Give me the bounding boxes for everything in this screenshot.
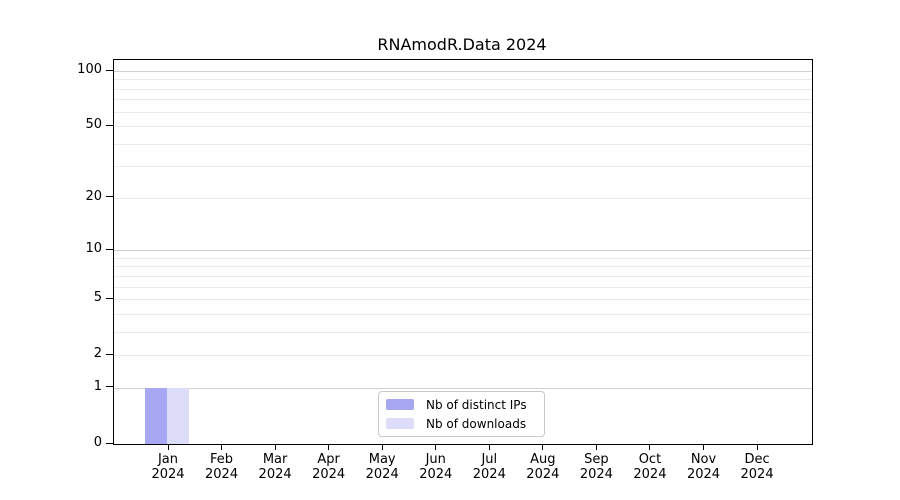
y-tick-label: 100 xyxy=(77,62,102,77)
gridline-minor xyxy=(114,166,812,168)
plot-area xyxy=(113,59,813,445)
gridline-major xyxy=(114,250,812,252)
x-tick-year: 2024 xyxy=(472,467,506,482)
x-tick-month: Mar xyxy=(262,452,288,467)
gridline-major xyxy=(114,71,812,72)
x-tick xyxy=(381,444,383,450)
x-tick-label: May 2024 xyxy=(354,452,410,482)
y-tick xyxy=(106,386,113,388)
legend-swatch xyxy=(386,399,414,410)
x-tick-year: 2024 xyxy=(419,467,453,482)
x-tick-month: Jan xyxy=(157,452,179,467)
legend: Nb of distinct IPs Nb of downloads xyxy=(378,391,545,437)
gridline-minor xyxy=(114,299,812,301)
x-tick-label: Mar 2024 xyxy=(247,452,303,482)
x-tick-month: Dec xyxy=(744,452,770,467)
x-tick-year: 2024 xyxy=(579,467,613,482)
x-tick xyxy=(595,444,597,450)
y-tick xyxy=(106,69,113,71)
bar-nb-of-downloads xyxy=(167,387,189,444)
x-tick-month: Jun xyxy=(425,452,446,467)
x-tick-month: Sep xyxy=(584,452,609,467)
y-tick xyxy=(106,442,113,444)
x-tick-label: Jun 2024 xyxy=(408,452,464,482)
y-tick-label: 1 xyxy=(93,378,102,394)
y-tick xyxy=(106,297,113,299)
x-tick-month: May xyxy=(368,452,396,467)
legend-item: Nb of downloads xyxy=(386,416,544,432)
bar-nb-of-distinct-ips xyxy=(145,387,167,444)
gridline-minor xyxy=(114,126,812,128)
x-tick xyxy=(328,444,330,450)
y-tick xyxy=(106,196,113,198)
x-tick-month: Jul xyxy=(481,452,498,467)
x-tick-year: 2024 xyxy=(526,467,560,482)
x-tick xyxy=(274,444,276,450)
x-tick-year: 2024 xyxy=(740,467,774,482)
x-tick-year: 2024 xyxy=(258,467,292,482)
y-tick-label: 5 xyxy=(93,290,102,306)
y-tick-label: 20 xyxy=(85,188,102,204)
x-tick-label: Aug 2024 xyxy=(515,452,571,482)
legend-label: Nb of downloads xyxy=(426,416,527,431)
gridline-minor xyxy=(114,313,812,315)
chart-title: RNAmodR.Data 2024 xyxy=(377,35,547,54)
x-tick-label: Apr 2024 xyxy=(301,452,357,482)
x-tick-label: Jul 2024 xyxy=(461,452,517,482)
x-tick-month: Aug xyxy=(530,452,556,467)
x-tick xyxy=(488,444,490,450)
x-tick xyxy=(756,444,758,450)
x-tick xyxy=(221,444,223,450)
x-tick xyxy=(542,444,544,450)
gridline-minor xyxy=(114,197,812,199)
x-tick xyxy=(435,444,437,450)
x-tick xyxy=(167,444,169,450)
gridline-minor xyxy=(114,355,812,357)
x-tick xyxy=(703,444,704,450)
x-tick-month: Nov xyxy=(690,452,717,467)
gridline-minor xyxy=(114,266,812,268)
x-tick-year: 2024 xyxy=(686,467,721,482)
x-tick-label: Nov 2024 xyxy=(676,452,732,482)
y-tick xyxy=(106,353,113,355)
gridline-minor xyxy=(114,88,812,90)
legend-swatch xyxy=(386,418,414,429)
gridline-major xyxy=(114,387,812,389)
x-tick-label: Jan 2024 xyxy=(140,452,196,482)
gridline-minor xyxy=(114,331,812,333)
x-tick-year: 2024 xyxy=(205,467,239,482)
y-tick-label: 2 xyxy=(93,346,102,362)
x-tick-label: Dec 2024 xyxy=(729,452,785,482)
gridline-minor xyxy=(114,99,812,101)
y-tick-label: 50 xyxy=(85,117,102,133)
gridline-minor xyxy=(114,257,812,259)
gridline-minor xyxy=(114,111,812,113)
x-tick xyxy=(649,444,651,450)
x-tick-year: 2024 xyxy=(312,467,346,482)
legend-label: Nb of distinct IPs xyxy=(426,397,527,412)
y-tick-label: 10 xyxy=(85,241,102,257)
x-tick-month: Apr xyxy=(317,452,340,467)
gridline-minor xyxy=(114,286,812,288)
x-tick-year: 2024 xyxy=(633,467,667,482)
x-tick-month: Oct xyxy=(638,452,662,467)
gridline-minor xyxy=(114,275,812,277)
y-tick xyxy=(106,248,113,250)
x-tick-label: Sep 2024 xyxy=(568,452,624,482)
y-tick-label: 0 xyxy=(93,435,102,450)
gridline-minor xyxy=(114,79,812,81)
legend-item: Nb of distinct IPs xyxy=(386,397,544,413)
y-tick xyxy=(106,124,113,126)
x-tick-label: Feb 2024 xyxy=(194,452,250,482)
x-tick-year: 2024 xyxy=(365,467,399,482)
x-tick-label: Oct 2024 xyxy=(622,452,678,482)
x-tick-year: 2024 xyxy=(151,467,185,482)
gridline-minor xyxy=(114,143,812,145)
x-tick-month: Feb xyxy=(210,452,234,467)
